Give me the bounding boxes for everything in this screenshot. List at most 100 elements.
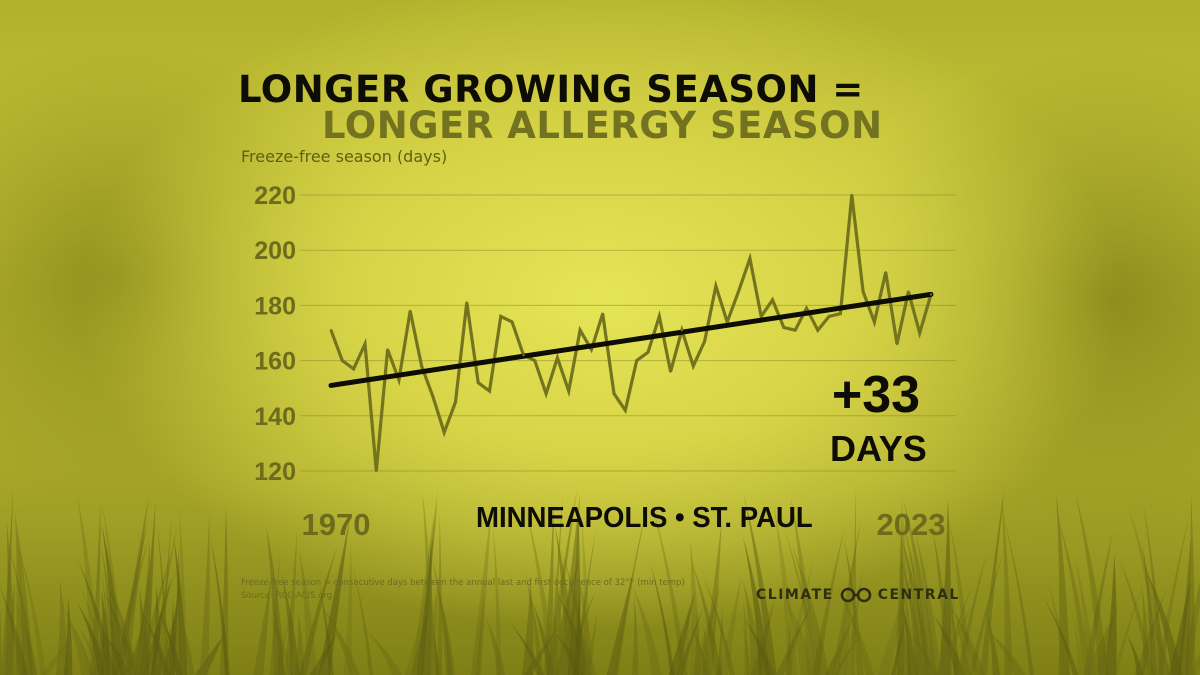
data-point — [624, 409, 627, 412]
grass-blade — [555, 590, 592, 675]
grass-blade — [1042, 595, 1079, 675]
data-point — [884, 271, 887, 274]
data-point — [782, 326, 785, 329]
grass-blade — [101, 567, 113, 675]
grass-blade — [836, 587, 874, 675]
brand-word-climate: CLIMATE — [756, 587, 834, 603]
grass-blade — [7, 607, 28, 675]
grass-blade — [1159, 611, 1168, 675]
grass-blade — [1143, 608, 1172, 675]
grass-blade — [783, 592, 813, 675]
y-tick-label: 180 — [254, 292, 296, 320]
grass-blade — [668, 590, 696, 675]
data-point — [850, 193, 853, 197]
grass-blade — [318, 582, 334, 675]
grass-blade — [956, 553, 987, 675]
grass-blade — [632, 595, 639, 675]
location-label: MINNEAPOLIS • ST. PAUL — [476, 502, 813, 534]
grass-blade — [791, 609, 817, 675]
brand-logo: CLIMATE CENTRAL — [756, 587, 960, 603]
freeze-free-season-line — [329, 194, 933, 472]
grass-blade — [784, 558, 815, 675]
data-point — [386, 348, 389, 351]
data-point — [409, 309, 412, 313]
grass-blade — [941, 583, 974, 675]
grass-blade — [773, 504, 798, 675]
grass-blade — [431, 622, 440, 675]
grass-blade — [1127, 634, 1144, 675]
grass-blade — [77, 624, 103, 675]
grass-blade — [1118, 557, 1155, 675]
grass-blade — [1104, 553, 1117, 675]
grass-blade — [61, 601, 90, 675]
grass-blade — [136, 540, 151, 675]
grass-blade — [649, 561, 675, 675]
grass-blade — [986, 630, 1026, 675]
data-point — [692, 364, 695, 368]
x-tick-label: 1970 — [302, 507, 371, 542]
grass-blade — [1142, 543, 1158, 675]
brand-word-central: CENTRAL — [877, 587, 960, 603]
grass-blade — [1048, 583, 1069, 675]
data-point — [658, 315, 661, 318]
grass-blade — [1057, 514, 1092, 675]
grass-blade — [475, 594, 485, 675]
data-point — [522, 353, 525, 357]
grass-blade — [581, 515, 591, 675]
grass-blade — [173, 534, 188, 675]
grass-blade — [969, 550, 1004, 675]
grass-blade — [41, 629, 79, 675]
x-tick-labels: 1970 2023 — [302, 507, 946, 542]
trend-line — [328, 291, 934, 388]
grass-blade — [915, 531, 942, 675]
data-point — [454, 400, 457, 404]
grass-blade — [1074, 555, 1096, 675]
data-point — [680, 329, 684, 332]
grass-blade — [102, 632, 131, 675]
data-point — [567, 389, 570, 393]
grass-blade — [219, 506, 229, 675]
data-point — [363, 342, 367, 346]
grass-blade — [137, 547, 174, 675]
grass-blade — [1177, 537, 1191, 675]
y-tick-label: 160 — [254, 348, 296, 376]
grass-blade — [743, 494, 777, 675]
grass-blade — [579, 576, 594, 675]
grass-blade — [750, 599, 775, 675]
grass-blade — [253, 575, 272, 675]
data-point — [929, 293, 933, 296]
cc-logo-icon — [840, 587, 872, 603]
grass-blade — [1, 488, 14, 675]
grass-blade — [632, 585, 662, 675]
grass-blade — [614, 499, 649, 675]
grass-blade — [1156, 515, 1190, 675]
grass-blade — [572, 579, 581, 675]
grass-blade — [691, 560, 723, 675]
grass-blade — [343, 542, 353, 675]
data-point — [816, 329, 819, 332]
data-point — [873, 320, 876, 324]
y-tick-label: 200 — [254, 237, 296, 265]
grass-blade — [405, 619, 422, 675]
data-point — [646, 351, 650, 354]
grass-blade — [1055, 492, 1071, 675]
grass-blade — [0, 607, 3, 675]
grass-blade — [416, 502, 438, 675]
grass-blade — [521, 578, 534, 675]
data-point — [748, 257, 752, 260]
grass-blade — [832, 517, 862, 675]
data-point — [612, 392, 616, 395]
data-point — [544, 392, 548, 395]
data-point — [771, 298, 774, 302]
data-point — [590, 348, 593, 351]
data-points — [329, 193, 933, 473]
data-point — [465, 301, 468, 304]
grass-blade — [140, 500, 156, 675]
grass-blade — [1180, 581, 1200, 675]
data-point — [861, 290, 865, 293]
grass-blade — [365, 630, 402, 675]
grass-blade — [1185, 494, 1195, 675]
grass-blade — [949, 605, 985, 675]
grass-blade — [102, 611, 133, 675]
grass-blade — [102, 503, 125, 675]
